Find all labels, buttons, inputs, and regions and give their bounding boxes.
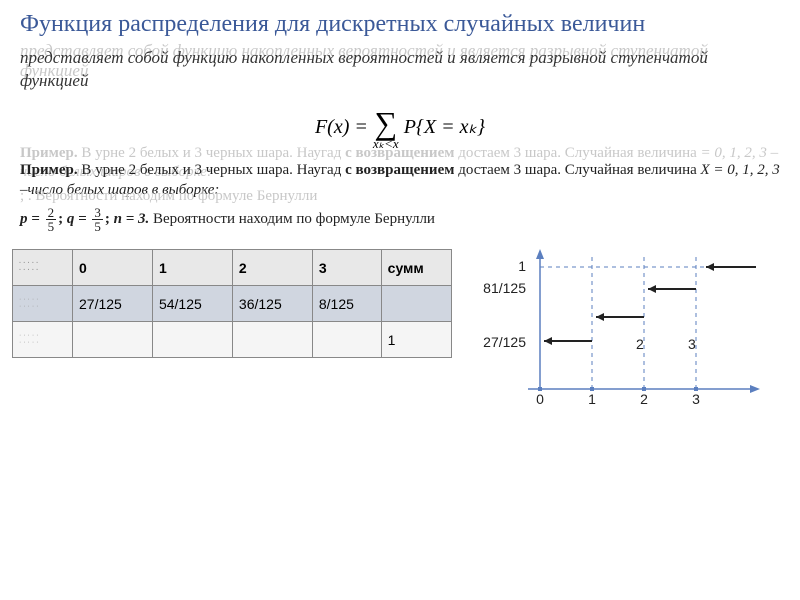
- table-area: · · · · ·· · · · · 0 1 2 3 сумм · · · · …: [12, 249, 452, 409]
- cell: [312, 322, 381, 358]
- svg-text:0: 0: [536, 391, 544, 407]
- cell: [232, 322, 312, 358]
- stub-cell: · · · · ·· · · · ·: [13, 322, 73, 358]
- page-title: Функция распределения для дискретных слу…: [0, 0, 800, 39]
- svg-text:3: 3: [692, 391, 700, 407]
- cell: 27/125: [73, 286, 153, 322]
- cell: 8/125: [312, 286, 381, 322]
- th-3: 3: [312, 250, 381, 286]
- stub-cell: · · · · ·· · · · ·: [13, 286, 73, 322]
- th-1: 1: [152, 250, 232, 286]
- probability-table: · · · · ·· · · · · 0 1 2 3 сумм · · · · …: [12, 249, 452, 358]
- svg-text:2: 2: [640, 391, 648, 407]
- cell: 54/125: [152, 286, 232, 322]
- subtitle-block: представляет собой функцию накопленных в…: [0, 39, 800, 97]
- bernoulli-ghost: ; . Вероятности находим по формуле Берну…: [20, 188, 317, 205]
- svg-text:3: 3: [688, 336, 696, 352]
- svg-text:1: 1: [518, 258, 526, 274]
- th-0: 0: [73, 250, 153, 286]
- cell: [152, 322, 232, 358]
- formula-lhs: F(x) =: [315, 116, 368, 138]
- content-row: · · · · ·· · · · · 0 1 2 3 сумм · · · · …: [0, 241, 800, 409]
- stub-cell: · · · · ·· · · · ·: [13, 250, 73, 286]
- cell: 36/125: [232, 286, 312, 322]
- table-row: · · · · ·· · · · · 1: [13, 322, 452, 358]
- svg-text:81/125: 81/125: [483, 280, 526, 296]
- svg-text:2: 2: [636, 336, 644, 352]
- th-sum: сумм: [381, 250, 451, 286]
- table-header-row: · · · · ·· · · · · 0 1 2 3 сумм: [13, 250, 452, 286]
- cell: 1: [381, 322, 451, 358]
- svg-text:1: 1: [588, 391, 596, 407]
- th-2: 2: [232, 250, 312, 286]
- table-row: · · · · ·· · · · · 27/125 54/125 36/125 …: [13, 286, 452, 322]
- bernoulli-block: ; . Вероятности находим по формуле Берну…: [0, 204, 800, 241]
- subtitle: представляет собой функцию накопленных в…: [20, 47, 780, 93]
- cell: [381, 286, 451, 322]
- bernoulli-text: p = 25; q = 35; n = 3. Вероятности наход…: [20, 206, 780, 233]
- svg-text:27/125: 27/125: [483, 334, 526, 350]
- cell: [73, 322, 153, 358]
- cdf-chart: 1 81/125 27/125 0 1 2 3 2 3: [468, 249, 788, 409]
- formula-rhs: P{X = xₖ}: [404, 116, 485, 138]
